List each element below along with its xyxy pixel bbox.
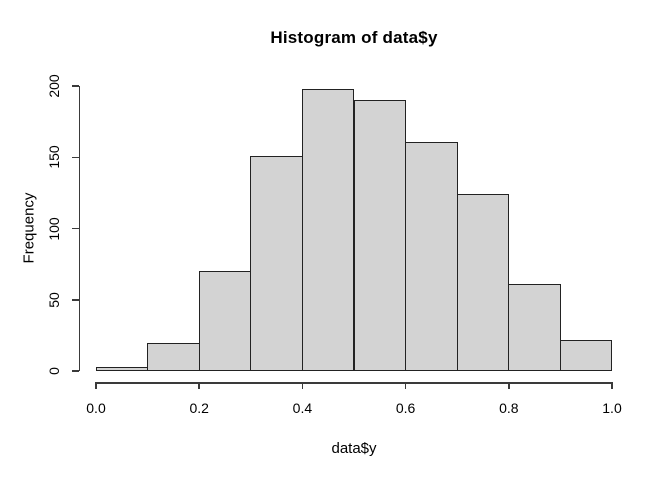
x-axis-tick bbox=[611, 382, 613, 389]
histogram-bar bbox=[147, 342, 200, 371]
y-axis-tick-label: 200 bbox=[46, 74, 62, 98]
y-axis-title: Frequency bbox=[20, 192, 38, 264]
x-axis-title: data$y bbox=[331, 440, 377, 457]
y-axis-line bbox=[78, 86, 80, 371]
x-axis-tick-label: 0.8 bbox=[499, 400, 519, 416]
y-axis-tick-label: 50 bbox=[46, 291, 62, 308]
x-axis-tick bbox=[508, 382, 510, 389]
x-axis-tick-label: 0.0 bbox=[86, 400, 106, 416]
y-axis-tick bbox=[72, 299, 79, 301]
y-axis-tick bbox=[72, 370, 79, 372]
histogram-bar bbox=[405, 141, 458, 371]
histogram-bar bbox=[456, 194, 510, 371]
histogram-bar bbox=[198, 271, 252, 371]
x-axis-tick-label: 0.6 bbox=[395, 400, 416, 416]
chart-title: Histogram of data$y bbox=[270, 28, 438, 47]
x-axis-tick bbox=[404, 382, 407, 389]
y-axis-tick-label: 150 bbox=[46, 145, 62, 169]
y-axis-tick bbox=[72, 85, 79, 87]
y-axis-tick-label: 100 bbox=[46, 216, 62, 241]
x-axis-tick bbox=[198, 382, 200, 389]
x-axis-tick-label: 0.2 bbox=[189, 400, 209, 416]
x-axis-line bbox=[96, 382, 612, 384]
histogram-bar bbox=[353, 100, 407, 371]
y-axis-tick-label: 0 bbox=[46, 367, 62, 375]
histogram-bar bbox=[508, 284, 561, 371]
x-axis-tick bbox=[301, 382, 304, 389]
histogram-bar bbox=[301, 88, 355, 371]
histogram-bar bbox=[95, 366, 149, 371]
histogram-bar bbox=[250, 155, 303, 371]
x-axis-tick bbox=[95, 382, 97, 389]
y-axis-tick bbox=[72, 156, 79, 158]
y-axis-tick bbox=[72, 227, 79, 230]
x-axis-tick-label: 0.4 bbox=[292, 400, 313, 416]
histogram-bar bbox=[559, 339, 613, 371]
x-axis-tick-label: 1.0 bbox=[602, 400, 622, 416]
